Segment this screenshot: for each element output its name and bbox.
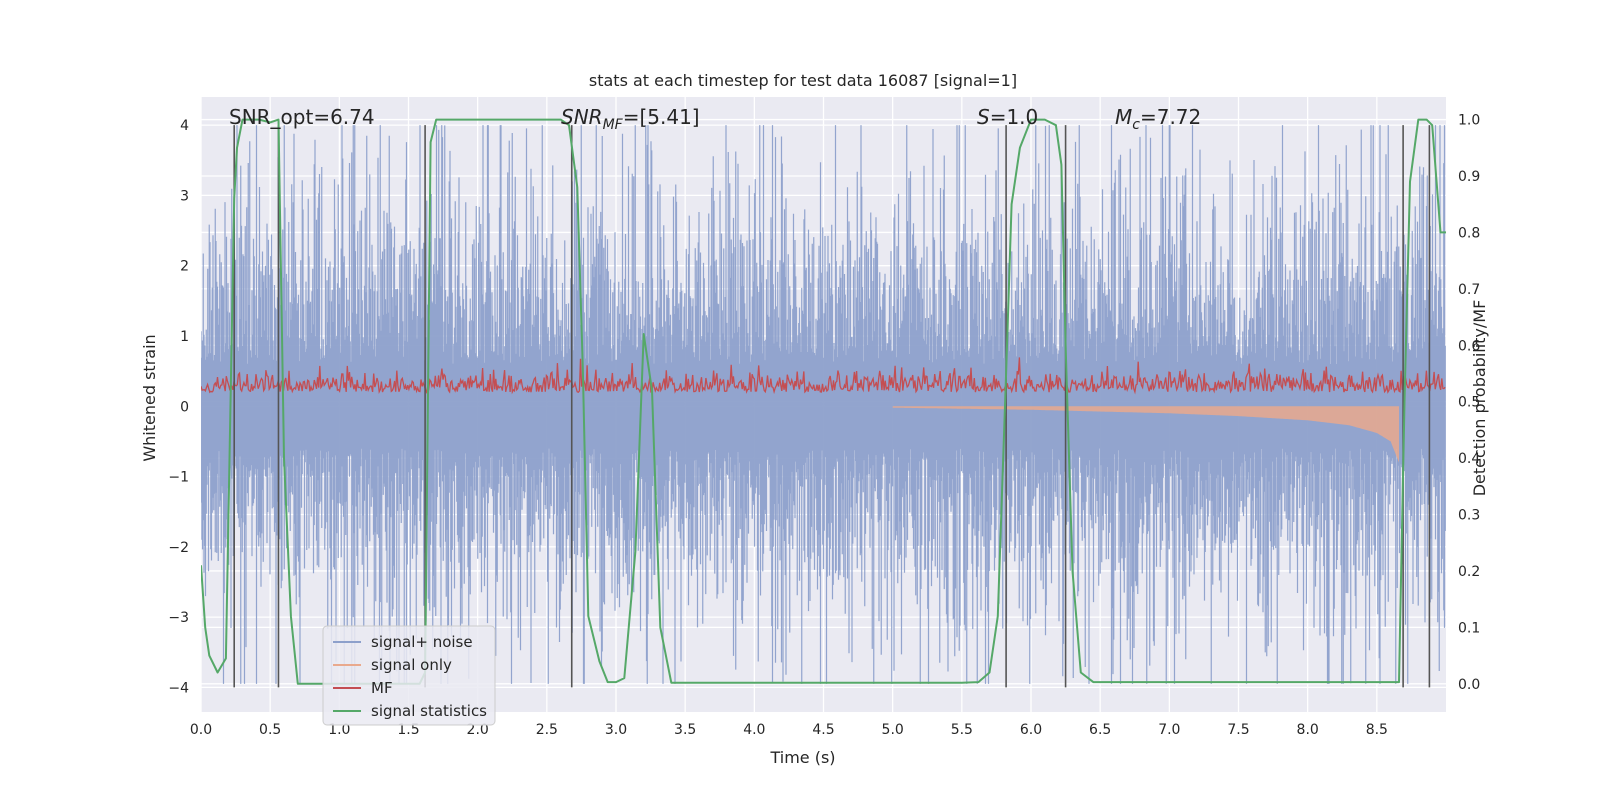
x-tick-label: 8.0 (1297, 722, 1319, 738)
mf-line (201, 357, 1446, 395)
x-tick-label: 1.5 (397, 722, 419, 738)
x-tick-label: 2.5 (536, 722, 558, 738)
x-tick-label: 2.0 (467, 722, 489, 738)
signal-statistics-series (201, 118, 1446, 685)
y-right-tick-label: 0.9 (1458, 169, 1480, 185)
x-tick-label: 3.0 (605, 722, 627, 738)
legend-label: signal statistics (371, 702, 487, 720)
y-right-tick-label: 0.5 (1458, 395, 1480, 411)
y-tick-label: 1 (180, 329, 189, 345)
x-tick-label: 0.5 (259, 722, 281, 738)
chart-title: stats at each timestep for test data 160… (589, 71, 1017, 90)
annotation-1: SNRMF=[5.41] (561, 105, 700, 133)
y-right-tick-label: 0.1 (1458, 620, 1480, 636)
x-tick-label: 0.0 (190, 722, 212, 738)
y-tick-label: −3 (168, 610, 189, 626)
x-tick-label: 7.5 (1227, 722, 1249, 738)
signal-noise-line (201, 125, 1446, 684)
y-right-tick-label: 0.3 (1458, 508, 1480, 524)
signal-statistics-line (201, 118, 1446, 685)
y-tick-label: 3 (180, 188, 189, 204)
y-right-tick-label: 1.0 (1458, 113, 1480, 129)
x-axis-label: Time (s) (769, 748, 835, 767)
y-tick-label: −4 (168, 680, 189, 696)
y-right-tick-label: 0.2 (1458, 564, 1480, 580)
y-tick-label: 2 (180, 259, 189, 275)
annotations: SNR_opt=6.74 SNRMF=[5.41] S=1.0 Mc=7.72 (229, 105, 1201, 133)
annotation-0: SNR_opt=6.74 (229, 105, 375, 129)
legend-label: MF (371, 679, 393, 697)
y-right-tick-label: 0.8 (1458, 225, 1480, 241)
annotation-3: Mc=7.72 (1115, 105, 1201, 133)
y-right-tick-label: 0.7 (1458, 282, 1480, 298)
x-tick-label: 1.0 (328, 722, 350, 738)
x-tick-label: 8.5 (1366, 722, 1388, 738)
y-tick-label: 4 (180, 118, 189, 134)
left-axis-ticks: 4 3 2 1 0 −1 −2 −3 −4 (168, 118, 189, 696)
legend-label: signal+ noise (371, 633, 473, 651)
x-axis-ticks: 0.0 0.5 1.0 1.5 2.0 2.5 3.0 3.5 4.0 4.5 5.0 5.5 6.0 6… (190, 722, 1388, 738)
y-tick-label: 0 (180, 399, 189, 415)
legend: signal+ noise signal only MF signal statist… (322, 625, 496, 726)
y-tick-label: −2 (168, 540, 189, 556)
x-tick-label: 5.0 (882, 722, 904, 738)
x-tick-label: 3.5 (674, 722, 696, 738)
y-axis-label: Whitened strain (140, 334, 159, 461)
x-tick-label: 4.0 (743, 722, 765, 738)
y-tick-label: −1 (168, 470, 189, 486)
right-axis-ticks: 1.0 0.9 0.8 0.7 0.6 0.5 0.4 0.3 0.2 0.1 0.0 (1458, 113, 1480, 693)
signal-only-series (892, 364, 1399, 463)
x-tick-label: 4.5 (812, 722, 834, 738)
y-right-tick-label: 0.4 (1458, 451, 1480, 467)
y-axis-label-right: Detection probability/MF (1470, 300, 1489, 497)
signal-noise-series (201, 125, 1446, 684)
signal-only-envelope (892, 364, 1399, 463)
x-tick-label: 6.5 (1089, 722, 1111, 738)
legend-box (322, 625, 496, 726)
x-tick-label: 5.5 (951, 722, 973, 738)
annotation-2: S=1.0 (977, 105, 1038, 129)
x-tick-label: 7.0 (1158, 722, 1180, 738)
legend-label: signal only (371, 656, 452, 674)
mf-series (201, 357, 1446, 395)
y-right-tick-label: 0.0 (1458, 677, 1480, 693)
y-right-tick-label: 0.6 (1458, 338, 1480, 354)
x-tick-label: 6.0 (1020, 722, 1042, 738)
